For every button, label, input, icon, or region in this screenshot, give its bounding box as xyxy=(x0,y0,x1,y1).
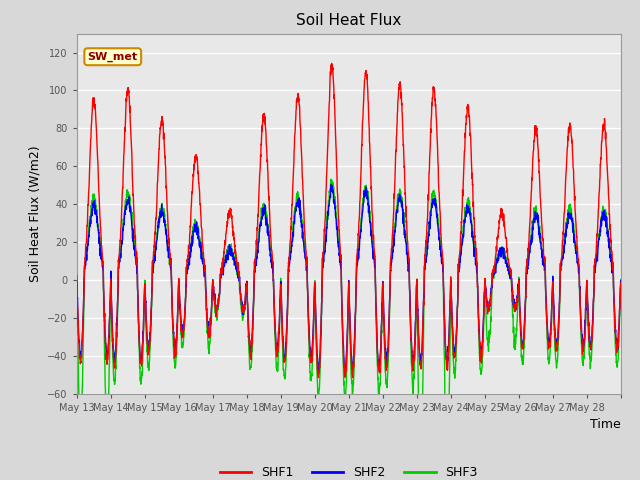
SHF2 xyxy=(328,181,335,187)
SHF1 xyxy=(617,280,625,286)
SHF3 xyxy=(417,470,424,476)
Legend: SHF1, SHF2, SHF3: SHF1, SHF2, SHF3 xyxy=(214,461,483,480)
SHF3 xyxy=(327,176,335,182)
Line: SHF3: SHF3 xyxy=(77,179,621,473)
Title: Soil Heat Flux: Soil Heat Flux xyxy=(296,13,401,28)
SHF3 xyxy=(244,333,252,339)
SHF2 xyxy=(610,281,618,287)
SHF1 xyxy=(127,137,135,143)
Line: SHF1: SHF1 xyxy=(77,63,621,378)
SHF1 xyxy=(349,375,356,381)
SHF1 xyxy=(328,60,335,66)
SHF1 xyxy=(244,326,252,332)
SHF2 xyxy=(341,372,349,377)
SHF3 xyxy=(381,370,389,376)
SHF1 xyxy=(544,336,552,342)
SHF3 xyxy=(127,205,135,211)
SHF2 xyxy=(127,214,135,219)
SHF2 xyxy=(382,354,390,360)
SHF1 xyxy=(610,284,618,290)
SHF1 xyxy=(73,273,81,278)
SHF3 xyxy=(617,276,625,282)
SHF2 xyxy=(544,328,552,334)
SHF2 xyxy=(617,278,625,284)
SHF2 xyxy=(513,294,521,300)
X-axis label: Time: Time xyxy=(590,418,621,431)
Line: SHF2: SHF2 xyxy=(77,184,621,374)
SHF3 xyxy=(513,322,521,327)
SHF3 xyxy=(73,272,81,278)
SHF2 xyxy=(73,278,81,284)
Text: SW_met: SW_met xyxy=(88,51,138,62)
Y-axis label: Soil Heat Flux (W/m2): Soil Heat Flux (W/m2) xyxy=(29,145,42,282)
SHF1 xyxy=(513,296,521,302)
SHF2 xyxy=(244,325,252,331)
SHF3 xyxy=(544,348,552,353)
SHF3 xyxy=(610,283,618,289)
SHF1 xyxy=(382,364,390,370)
